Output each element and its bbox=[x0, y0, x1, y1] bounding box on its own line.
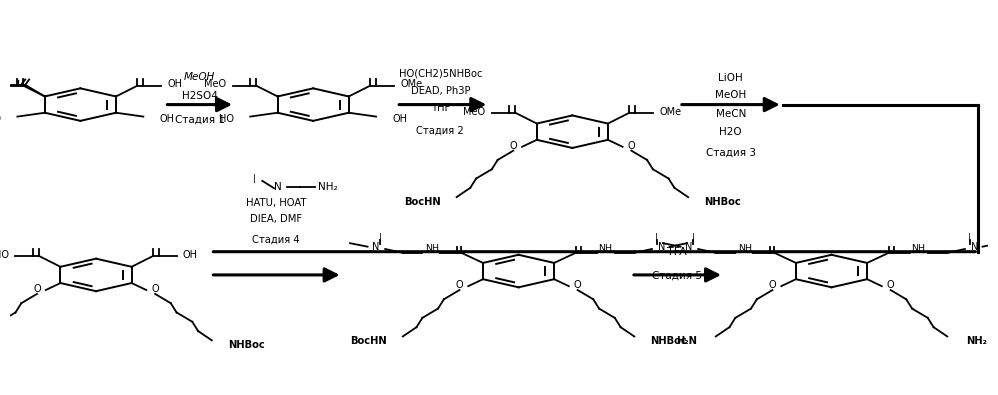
Text: |: | bbox=[656, 233, 659, 242]
Text: O: O bbox=[510, 141, 517, 150]
Text: HO: HO bbox=[220, 113, 235, 124]
Text: N: N bbox=[274, 182, 281, 192]
Text: H₂N: H₂N bbox=[676, 336, 697, 346]
Text: MeCN: MeCN bbox=[716, 109, 746, 119]
Text: H2O: H2O bbox=[720, 128, 743, 137]
Text: TFA: TFA bbox=[667, 248, 687, 258]
Text: NHBoc: NHBoc bbox=[704, 197, 741, 207]
Text: H: H bbox=[743, 250, 748, 256]
Text: HO: HO bbox=[0, 113, 1, 124]
Text: NH₂: NH₂ bbox=[318, 182, 337, 192]
Text: OH: OH bbox=[167, 79, 183, 89]
Text: N: N bbox=[658, 242, 666, 252]
Text: OH: OH bbox=[160, 113, 175, 124]
Text: O: O bbox=[33, 284, 41, 294]
Text: MeO: MeO bbox=[463, 107, 485, 117]
Text: N: N bbox=[371, 242, 379, 252]
Text: MeOH: MeOH bbox=[184, 73, 216, 83]
Text: Стадия 2: Стадия 2 bbox=[416, 126, 464, 135]
Text: OMe: OMe bbox=[400, 79, 422, 89]
Text: DEAD, Ph3P: DEAD, Ph3P bbox=[410, 86, 470, 96]
Text: NHBoc: NHBoc bbox=[228, 340, 264, 350]
Text: OH: OH bbox=[183, 250, 198, 260]
Text: BocHN: BocHN bbox=[350, 336, 387, 346]
Text: Стадия 1: Стадия 1 bbox=[175, 115, 225, 125]
Text: |: | bbox=[252, 174, 256, 182]
Text: NH: NH bbox=[425, 245, 439, 254]
Text: MeO: MeO bbox=[204, 79, 227, 89]
Text: |: | bbox=[379, 233, 381, 242]
Text: DIEA, DMF: DIEA, DMF bbox=[250, 214, 302, 224]
Text: NH₂: NH₂ bbox=[966, 336, 987, 346]
Text: Стадия 3: Стадия 3 bbox=[706, 147, 755, 157]
Text: O: O bbox=[628, 141, 635, 150]
Text: |: | bbox=[692, 233, 695, 242]
Text: MeOH: MeOH bbox=[716, 90, 747, 100]
Text: O: O bbox=[456, 280, 463, 290]
Text: H2SO4: H2SO4 bbox=[182, 91, 218, 101]
Text: NH: NH bbox=[739, 245, 752, 254]
Text: THF: THF bbox=[431, 103, 450, 113]
Text: NHBoc: NHBoc bbox=[650, 336, 687, 346]
Text: O: O bbox=[768, 280, 776, 290]
Text: HO: HO bbox=[0, 250, 9, 260]
Text: HO(CH2)5NHBoc: HO(CH2)5NHBoc bbox=[398, 69, 482, 79]
Text: N: N bbox=[971, 242, 978, 252]
Text: NH: NH bbox=[911, 245, 925, 254]
Text: H: H bbox=[429, 250, 435, 256]
Text: BocHN: BocHN bbox=[404, 197, 441, 207]
Text: Стадия 5: Стадия 5 bbox=[652, 271, 702, 281]
Text: O: O bbox=[574, 280, 582, 290]
Text: N: N bbox=[685, 242, 692, 252]
Text: NH: NH bbox=[598, 245, 612, 254]
Text: LiOH: LiOH bbox=[719, 73, 744, 83]
Text: |: | bbox=[968, 233, 971, 242]
Text: HATU, HOAT: HATU, HOAT bbox=[246, 198, 306, 208]
Text: OMe: OMe bbox=[660, 107, 682, 117]
Text: OH: OH bbox=[392, 113, 407, 124]
Text: O: O bbox=[152, 284, 159, 294]
Text: O: O bbox=[887, 280, 894, 290]
Text: Стадия 4: Стадия 4 bbox=[252, 235, 299, 245]
